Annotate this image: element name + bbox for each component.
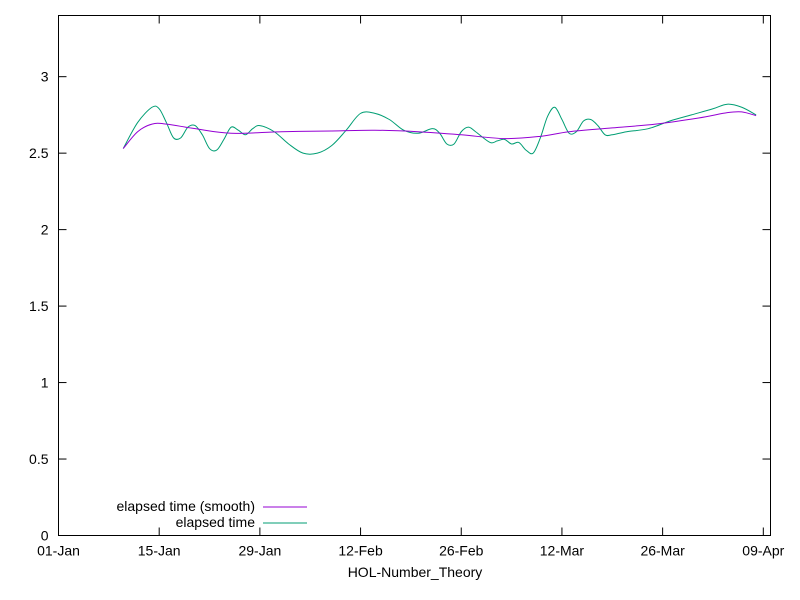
y-axis: 0 0.5 1 1.5 2 2.5 3 (29, 69, 771, 544)
series-layer (122, 103, 757, 155)
y-tick-label: 2 (41, 222, 49, 238)
plot-frame (58, 15, 771, 536)
x-axis-label: HOL-Number_Theory (348, 564, 483, 580)
legend: elapsed time (smooth) elapsed time (116, 498, 307, 530)
x-tick-label: 09-Apr (742, 543, 784, 559)
x-tick-label: 26-Feb (439, 543, 484, 559)
y-tick-label: 2.5 (29, 145, 49, 161)
x-tick-label: 15-Jan (138, 543, 181, 559)
x-axis: 01-Jan 15-Jan 29-Jan 12-Feb 26-Feb 12-Mar 26-M… (37, 15, 785, 559)
legend-label-elapsed: elapsed time (176, 514, 256, 530)
legend-label-smooth: elapsed time (smooth) (116, 498, 255, 514)
x-tick-label: 29-Jan (238, 543, 281, 559)
y-tick-label: 0.5 (29, 451, 49, 467)
x-tick-label: 26-Mar (640, 543, 685, 559)
series-line-elapsed (122, 103, 757, 155)
series-line-smooth (122, 111, 757, 149)
y-tick-label: 1 (41, 375, 49, 391)
x-tick-label: 12-Feb (338, 543, 383, 559)
y-tick-label: 0 (41, 528, 49, 544)
x-tick-label: 12-Mar (540, 543, 585, 559)
y-tick-label: 3 (41, 69, 49, 85)
x-tick-label: 01-Jan (37, 543, 80, 559)
y-tick-label: 1.5 (29, 298, 49, 314)
